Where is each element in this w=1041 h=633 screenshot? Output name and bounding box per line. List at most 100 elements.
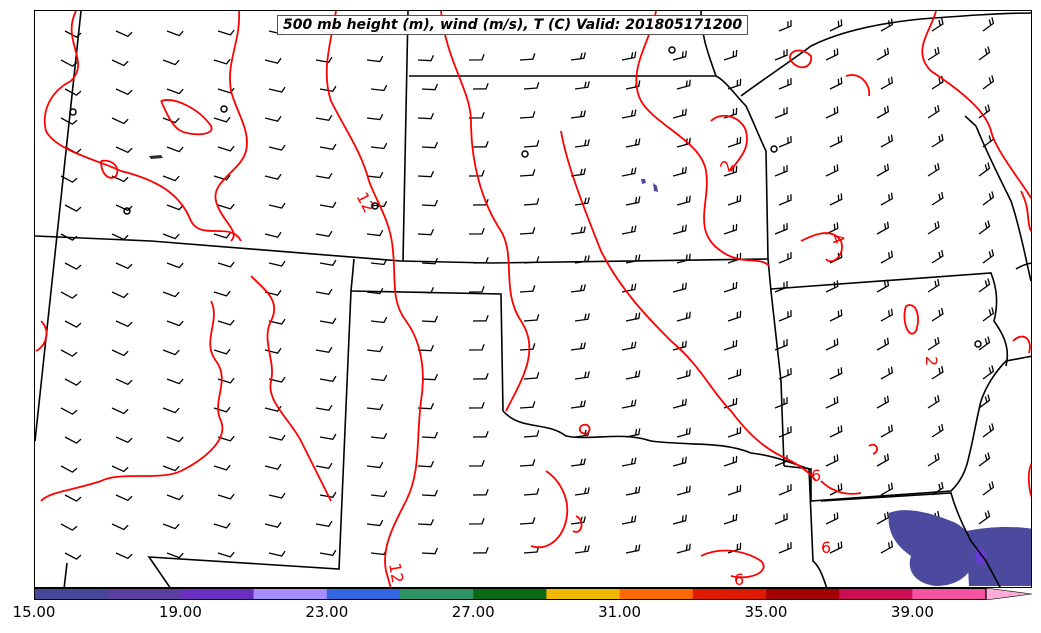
wind-barb	[519, 401, 536, 409]
wind-barb	[213, 116, 231, 123]
wind-barb	[366, 345, 384, 353]
wind-speed-shading	[149, 155, 1031, 586]
wind-barb	[162, 59, 180, 66]
wind-barb	[880, 424, 894, 438]
wind-barb	[468, 112, 485, 119]
wind-barb	[570, 52, 586, 61]
wind-barb	[778, 136, 792, 148]
wind-barb	[672, 108, 687, 119]
wind-barb	[111, 233, 129, 241]
wind-barb	[421, 315, 439, 323]
wind-barb	[825, 106, 839, 119]
wind-barb	[982, 75, 995, 90]
wind-barb	[162, 407, 180, 414]
wind-barb	[876, 511, 890, 525]
wind-barb	[931, 17, 944, 32]
wind-barb	[621, 51, 637, 61]
wind-barb	[468, 460, 485, 467]
wind-barb	[166, 204, 184, 211]
wind-barb	[778, 252, 792, 264]
wind-barb	[825, 164, 839, 177]
wind-barb	[523, 82, 540, 90]
colorbar-segment	[400, 588, 474, 600]
wind-barb	[213, 522, 231, 529]
wind-barb	[417, 344, 435, 352]
wind-barb	[162, 349, 180, 356]
wind-barb	[672, 398, 687, 409]
wind-barb	[421, 83, 439, 91]
colorbar-tick-label: 39.00	[890, 603, 934, 621]
wind-barb	[778, 310, 792, 322]
wind-barb	[778, 426, 792, 438]
wind-barb	[931, 133, 944, 148]
wind-barb	[319, 317, 337, 324]
wind-barb	[315, 520, 333, 528]
wind-barb	[315, 404, 333, 412]
wind-barb	[268, 550, 286, 557]
wind-barb	[166, 320, 184, 327]
colorbar-segment	[326, 588, 401, 600]
wind-barb	[370, 84, 388, 92]
colorbar-tick-label: 35.00	[744, 603, 788, 621]
wind-barb	[268, 318, 286, 325]
wind-barb	[778, 542, 792, 554]
wind-barb	[366, 55, 384, 63]
wind-barb	[472, 372, 489, 380]
wind-barb	[264, 231, 282, 238]
wind-barb	[370, 374, 388, 382]
colorbar-segment	[34, 588, 108, 600]
wind-barb	[366, 519, 384, 527]
wind-barb	[774, 223, 788, 235]
wind-barb	[162, 175, 180, 182]
wind-barb	[472, 314, 489, 322]
wind-barb	[166, 88, 184, 95]
wind-barb	[60, 117, 78, 125]
wind-barb	[115, 262, 133, 270]
wind-barb	[927, 452, 940, 467]
wind-barb	[111, 349, 129, 357]
wind-barb	[778, 194, 792, 206]
wind-barb	[876, 47, 890, 61]
wind-barb	[625, 196, 641, 206]
wind-barb	[468, 344, 485, 351]
wind-barb	[64, 436, 82, 444]
wind-barb	[166, 436, 184, 443]
wind-barb	[417, 460, 435, 468]
wind-barb	[825, 48, 839, 61]
wind-barb	[523, 372, 540, 380]
wind-barb	[421, 199, 439, 207]
wind-barb	[366, 113, 384, 121]
wind-barb	[774, 339, 788, 351]
wind-barb	[64, 262, 82, 270]
wind-barb	[982, 423, 995, 438]
wind-barb	[472, 430, 489, 438]
wind-barb	[315, 230, 333, 238]
wind-barb	[574, 487, 590, 496]
wind-barb	[217, 145, 235, 152]
wind-barb	[829, 193, 843, 206]
wind-barb	[217, 87, 235, 94]
wind-barb	[727, 194, 742, 206]
wind-barb	[727, 136, 742, 148]
wind-barb	[217, 203, 235, 210]
wind-barb	[570, 168, 586, 177]
wind-barb	[213, 58, 231, 65]
wind-barb	[213, 174, 231, 181]
wind-barb	[825, 512, 839, 525]
wind-barb	[370, 316, 388, 324]
wind-barb	[982, 17, 995, 32]
wind-barb	[370, 142, 388, 150]
wind-barb	[115, 320, 133, 328]
wind-barb	[519, 285, 536, 293]
wind-barb	[672, 456, 687, 467]
wind-barb	[213, 290, 231, 297]
wind-barb	[370, 490, 388, 498]
wind-barb	[676, 427, 691, 438]
wind-barb	[315, 288, 333, 296]
wind-barb	[417, 54, 435, 62]
wind-barb	[264, 405, 282, 412]
wind-barb	[982, 249, 995, 264]
wind-barb	[319, 491, 337, 498]
wind-barb	[468, 228, 485, 235]
wind-barb	[774, 281, 788, 293]
